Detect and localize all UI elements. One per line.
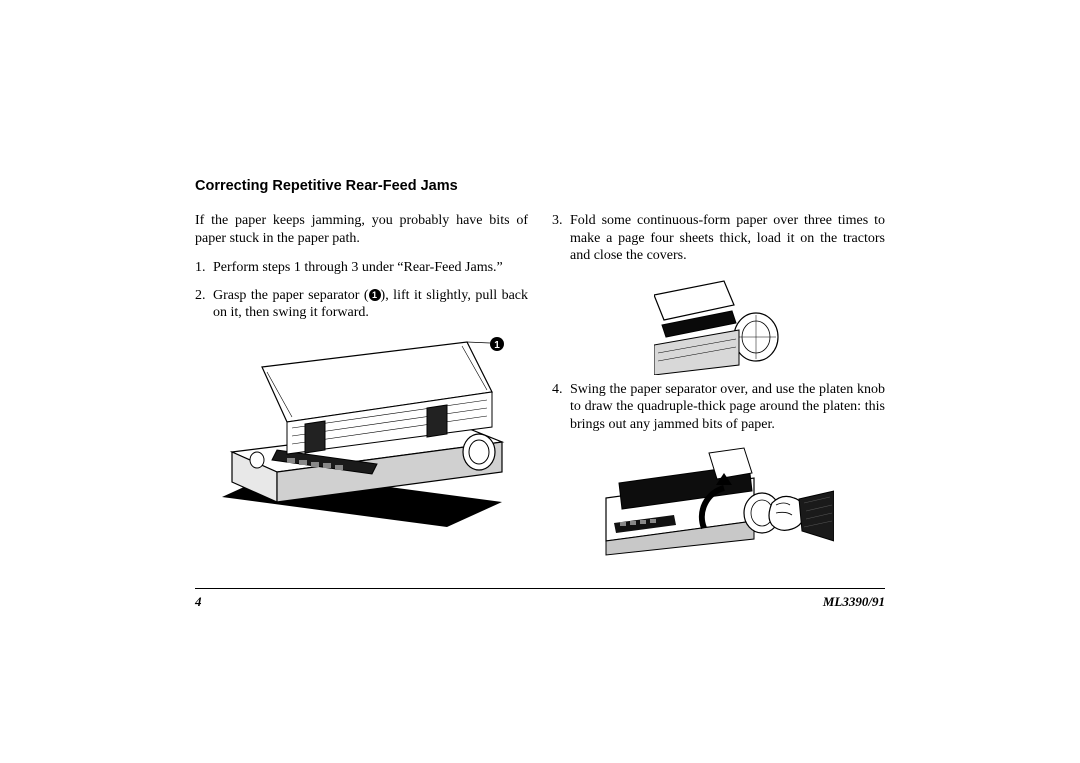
intro-paragraph: If the paper keeps jamming, you probably…	[195, 212, 528, 247]
svg-text:1: 1	[494, 340, 500, 351]
figure-1: 1	[195, 332, 528, 532]
printer-hand-knob-icon	[604, 443, 834, 558]
step-number: 3.	[552, 212, 570, 265]
step-number: 2.	[195, 287, 213, 322]
step-text: Perform steps 1 through 3 under “Rear-Fe…	[213, 259, 528, 277]
step-number: 1.	[195, 259, 213, 277]
figure-3	[552, 443, 885, 558]
step-text: Grasp the paper separator (1), lift it s…	[213, 287, 528, 322]
step-2: 2. Grasp the paper separator (1), lift i…	[195, 287, 528, 322]
step-text: Swing the paper separator over, and use …	[570, 381, 885, 434]
page-footer: 4 ML3390/91	[195, 594, 885, 610]
printer-closeup-icon	[654, 275, 784, 375]
section-heading: Correcting Repetitive Rear-Feed Jams	[195, 178, 885, 194]
step-4: 4. Swing the paper separator over, and u…	[552, 381, 885, 434]
two-column-layout: If the paper keeps jamming, you probably…	[195, 212, 885, 564]
step-1: 1. Perform steps 1 through 3 under “Rear…	[195, 259, 528, 277]
printer-illustration-icon: 1	[217, 332, 507, 532]
figure-2	[552, 275, 885, 375]
step-3: 3. Fold some continuous-form paper over …	[552, 212, 885, 265]
callout-badge-icon: 1	[369, 289, 381, 301]
footer-rule	[195, 588, 885, 589]
column-right: 3. Fold some continuous-form paper over …	[552, 212, 885, 564]
column-left: If the paper keeps jamming, you probably…	[195, 212, 528, 564]
step-text-a: Grasp the paper separator (	[213, 288, 369, 303]
page-number: 4	[195, 594, 202, 610]
step-text: Fold some continuous-form paper over thr…	[570, 212, 885, 265]
step-number: 4.	[552, 381, 570, 434]
model-label: ML3390/91	[823, 594, 885, 610]
